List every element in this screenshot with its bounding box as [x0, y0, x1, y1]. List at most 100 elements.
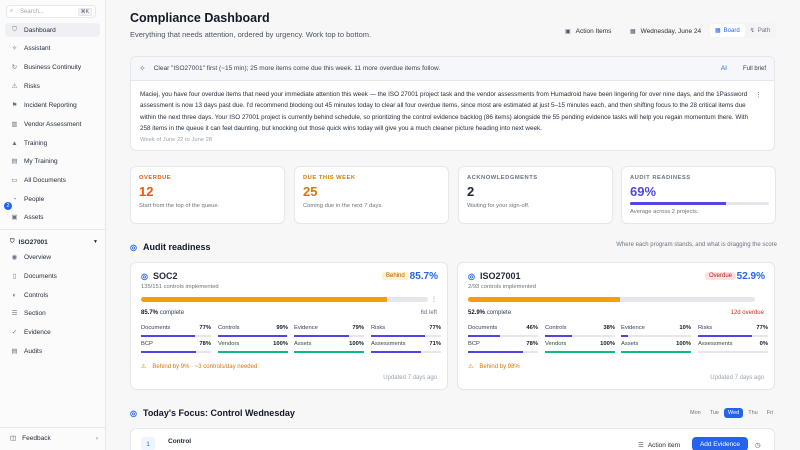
- eye-icon: ◉: [11, 254, 18, 261]
- controls-implemented: 135/151 controls implemented: [141, 284, 219, 290]
- sidebar-item-people[interactable]: ◔ People: [5, 192, 100, 206]
- feedback-button[interactable]: ◫ Feedback ›: [10, 434, 98, 443]
- metric-label: Risks: [371, 325, 386, 331]
- time-left: 6d left: [420, 310, 437, 316]
- day-mon[interactable]: Mon: [690, 410, 701, 416]
- view-board-button[interactable]: ▦ Board: [710, 24, 745, 37]
- complete-label: complete: [486, 310, 512, 316]
- view-path-button[interactable]: ↯ Path: [745, 24, 775, 37]
- target-icon: ◎: [141, 271, 148, 281]
- page-title: Compliance Dashboard: [130, 11, 270, 25]
- metric-row: Assets 100%: [294, 341, 364, 347]
- program-selector[interactable]: ⛉ ISO27001 ▼: [10, 236, 98, 248]
- stat-note: Average across 2 projects.: [630, 209, 699, 215]
- date-picker[interactable]: ▦ Wednesday, June 24: [630, 25, 701, 37]
- metric-value: 46%: [526, 325, 538, 331]
- metric-progress-bar: [698, 351, 768, 353]
- caret-down-icon: ▼: [93, 239, 98, 245]
- sidebar-item-my-training[interactable]: ▤ My Training: [5, 154, 100, 168]
- focus-item-card[interactable]: 1 Control ☰ Action item Add Evidence ◷: [130, 428, 775, 450]
- controls-implemented: 2/93 controls implemented: [468, 284, 536, 290]
- day-thu[interactable]: Thu: [748, 410, 758, 416]
- stat-label: AUDIT READINESS: [630, 175, 691, 181]
- metric-progress-bar: [141, 335, 211, 337]
- stat-due-this-week[interactable]: DUE THIS WEEK 25 Coming due in the next …: [294, 166, 449, 224]
- sidebar-item-label: Incident Reporting: [24, 101, 77, 109]
- progress-fill: [294, 351, 364, 353]
- sidebar-item-audits[interactable]: ▤ Audits: [5, 344, 100, 358]
- box-icon: ▣: [11, 214, 18, 221]
- metric-value: 100%: [600, 341, 615, 347]
- metric-value: 77%: [199, 325, 211, 331]
- sidebar-item-assets[interactable]: ▣ Assets: [5, 210, 100, 224]
- sidebar-item-section[interactable]: ☰ Section: [5, 306, 100, 320]
- chevron-right-icon: ›: [95, 434, 98, 442]
- metric-value: 100%: [349, 341, 364, 347]
- day-wed[interactable]: Wed: [723, 408, 744, 418]
- add-evidence-button[interactable]: Add Evidence: [692, 437, 748, 450]
- metric-progress-bar: [545, 351, 615, 353]
- item-title: Control: [168, 438, 192, 445]
- warning-icon: ⚠: [468, 364, 474, 370]
- progress-fill: [371, 351, 421, 353]
- sidebar-item-assistant[interactable]: ✧ Assistant: [5, 41, 100, 55]
- metric-progress-bar: [371, 351, 441, 353]
- sidebar-item-overview[interactable]: ◉ Overview: [5, 250, 100, 264]
- program-label: ISO27001: [18, 238, 48, 246]
- progress-fill: [621, 335, 628, 337]
- metric-row: Evidence 10%: [621, 325, 691, 331]
- audit-card-soc2[interactable]: ◎ SOC2 Behind 85.7% 135/151 controls imp…: [130, 262, 448, 390]
- sidebar-item-vendor-assessment[interactable]: ▥ Vendor Assessment: [5, 117, 100, 131]
- updated-text: Updated 7 days ago: [383, 375, 437, 381]
- sidebar-item-training[interactable]: ▲ Training: [5, 136, 100, 150]
- metric-progress-bar: [468, 351, 538, 353]
- day-tue[interactable]: Tue: [709, 410, 719, 416]
- warning-text: Behind by 98%: [479, 363, 520, 370]
- more-options-icon[interactable]: ⋮: [755, 92, 762, 99]
- brief-body: Maciej, you have four overdue items that…: [140, 91, 748, 132]
- sidebar: ⌕ Search... ⌘K ⛉ Dashboard ✧ Assistant ↻…: [0, 0, 106, 450]
- progress-fill: [468, 335, 501, 337]
- shield-icon: ⛉: [10, 238, 15, 245]
- search-input[interactable]: ⌕ Search... ⌘K: [6, 5, 96, 18]
- audit-card-title: ◎ ISO27001: [468, 271, 521, 281]
- sidebar-item-label: Risks: [24, 82, 40, 90]
- sidebar-item-controls[interactable]: ◐ Controls: [5, 288, 100, 302]
- day-fri[interactable]: Fri: [766, 410, 774, 416]
- sidebar-item-incident-reporting[interactable]: ⚑ Incident Reporting: [5, 98, 100, 112]
- book-icon: ▤: [11, 158, 18, 165]
- metric-value: 78%: [199, 341, 211, 347]
- metric-row: BCP 78%: [468, 341, 538, 347]
- stat-overdue[interactable]: OVERDUE 12 Start from the top of the que…: [130, 166, 285, 224]
- metric-label: Vendors: [545, 341, 567, 347]
- clipboard-icon: ▣: [565, 28, 571, 35]
- stat-acknowledgments[interactable]: ACKNOWLEDGMENTS 2 Waiting for your sign-…: [458, 166, 613, 224]
- clock-icon[interactable]: ◷: [755, 442, 761, 449]
- audit-card-iso27001[interactable]: ◎ ISO27001 Overdue 52.9% 2/93 controls i…: [457, 262, 775, 390]
- metric-risks: Risks 77%: [371, 325, 441, 337]
- metric-label: Assessments: [698, 341, 733, 347]
- refresh-icon: ↻: [11, 64, 18, 71]
- sidebar-item-all-documents[interactable]: ▭ All Documents: [5, 173, 100, 187]
- metric-row: BCP 78%: [141, 341, 211, 347]
- complete-label: complete: [159, 310, 185, 316]
- action-item-button[interactable]: ☰ Action item: [638, 441, 680, 450]
- metric-evidence: Evidence 79%: [294, 325, 364, 337]
- sidebar-item-label: Vendor Assessment: [24, 120, 82, 128]
- view-board-label: Board: [723, 27, 740, 34]
- full-brief-button[interactable]: Full brief: [742, 65, 766, 72]
- sidebar-divider: [0, 427, 106, 428]
- sidebar-item-risks[interactable]: ⚠ Risks: [5, 79, 100, 93]
- metric-value: 77%: [429, 325, 441, 331]
- sidebar-item-evidence[interactable]: ✓ Evidence: [5, 325, 100, 339]
- metric-evidence: Evidence 10%: [621, 325, 691, 337]
- sidebar-item-business-continuity[interactable]: ↻ Business Continuity: [5, 60, 100, 74]
- sidebar-item-dashboard[interactable]: ⛉ Dashboard: [5, 23, 100, 37]
- stat-audit-readiness[interactable]: AUDIT READINESS 69% Average across 2 pro…: [621, 166, 776, 224]
- check-shield-icon: ✓: [11, 329, 18, 336]
- action-items-button[interactable]: ▣ Action Items: [565, 25, 611, 37]
- sidebar-item-documents[interactable]: ▯ Documents: [5, 269, 100, 283]
- readiness-progress-bar: [468, 297, 755, 302]
- brief-summary: Clear "ISO27001" first (~15 min); 25 mor…: [153, 65, 441, 72]
- stat-value: 2: [467, 184, 475, 199]
